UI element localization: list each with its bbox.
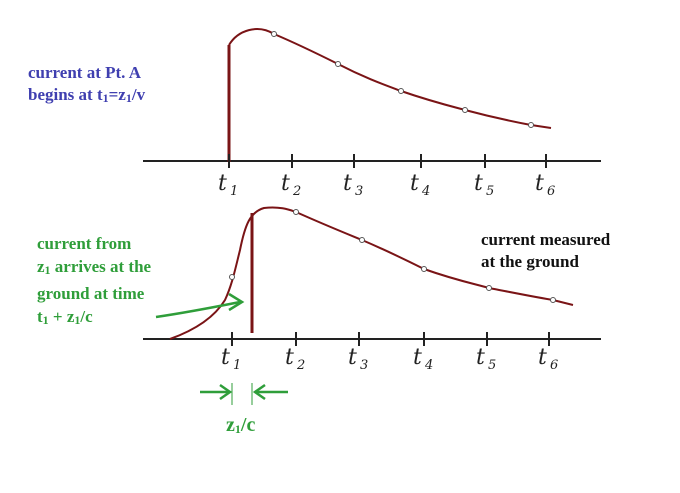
bottom-axis-tick-sub-2: 2 xyxy=(296,358,305,373)
top-axis-tick-sub-5: 5 xyxy=(486,184,494,199)
arrival-text-d: + z xyxy=(48,307,75,326)
top-curve-point-t6 xyxy=(528,122,534,128)
ground-label: current measured at the ground xyxy=(481,229,610,273)
delay-sub: 1 xyxy=(234,422,241,436)
ground-label-line2: at the ground xyxy=(481,252,579,271)
pointA-sub-1: 1 xyxy=(102,91,109,105)
bottom-axis-tick-sub-6: 6 xyxy=(550,358,558,373)
delay-text-b: /c xyxy=(240,414,256,436)
top-curve-point-t2 xyxy=(271,31,277,37)
bottom-axis-tick-label-3: t xyxy=(348,345,357,370)
top-axis-tick-label-5: t xyxy=(474,171,483,196)
bottom-axis-tick-sub-4: 4 xyxy=(424,358,433,373)
delay-left-arrow-head xyxy=(219,383,233,401)
arrival-label-line1: current from xyxy=(37,234,132,253)
top-current-curve xyxy=(228,28,552,129)
top-curve-point-t5 xyxy=(462,107,468,113)
arrival-text-b: arrives at the xyxy=(50,257,152,276)
pointA-text-c: /v xyxy=(131,85,146,104)
bottom-axis-tick-label-2: t xyxy=(285,345,294,370)
arrival-arrow-head xyxy=(228,292,245,312)
delay-text-a: z xyxy=(226,414,235,436)
bottom-curve-point-t2 xyxy=(293,209,299,215)
top-axis-tick-sub-1: 1 xyxy=(230,184,238,199)
bottom-axis-tick-sub-5: 5 xyxy=(488,358,496,373)
ground-label-line1: current measured xyxy=(481,230,611,249)
bottom-axis-tick-label-6: t xyxy=(538,345,547,370)
arrival-arrow-shaft xyxy=(155,300,241,319)
arrival-sub-b: 1 xyxy=(42,313,49,327)
bottom-axis-tick-sub-3: 3 xyxy=(360,358,368,373)
top-axis-tick-sub-2: 2 xyxy=(292,184,301,199)
top-axis-tick-label-1: t xyxy=(218,171,227,196)
pointA-label: current at Pt. A begins at t1=z1/v xyxy=(28,62,145,109)
top-axis-tick-label-2: t xyxy=(281,171,290,196)
bottom-axis-tick-label-1: t xyxy=(221,345,230,370)
top-curve-point-t4 xyxy=(398,88,404,94)
arrival-label: current from z1 arrives at the ground at… xyxy=(37,232,151,332)
top-axis-tick-label-3: t xyxy=(343,171,352,196)
arrival-label-line3: ground at time xyxy=(37,284,145,303)
delay-label: z1/c xyxy=(226,414,255,440)
bottom-axis-tick-label-5: t xyxy=(476,345,485,370)
pointA-label-line2: begins at t1=z1/v xyxy=(28,84,145,109)
arrival-text-e: /c xyxy=(80,307,93,326)
pointA-label-line1: current at Pt. A xyxy=(28,63,141,82)
delay-right-arrow-head xyxy=(252,383,266,401)
top-axis-tick-sub-3: 3 xyxy=(355,184,363,199)
bottom-curve-point-t4 xyxy=(421,266,427,272)
arrival-text-a: z xyxy=(37,257,45,276)
top-axis-tick-sub-4: 4 xyxy=(421,184,430,199)
top-axis-tick-label-4: t xyxy=(410,171,419,196)
bottom-curve-point-t6 xyxy=(550,297,556,303)
bottom-axis-tick-label-4: t xyxy=(413,345,422,370)
arrival-label-line2: z1 arrives at the xyxy=(37,255,151,282)
bottom-current-curve xyxy=(169,206,574,340)
bottom-curve-point-t3 xyxy=(359,237,365,243)
top-axis-tick-sub-6: 6 xyxy=(547,184,555,199)
arrival-sub-c: 1 xyxy=(74,313,81,327)
pointA-text-a: begins at t xyxy=(28,85,103,104)
pointA-text-b: =z xyxy=(108,85,126,104)
bottom-curve-point-t1 xyxy=(229,274,235,280)
arrival-sub-a: 1 xyxy=(44,263,51,277)
top-axis-tick-label-6: t xyxy=(535,171,544,196)
arrival-text-c: t xyxy=(37,307,43,326)
bottom-axis-tick-sub-1: 1 xyxy=(233,358,241,373)
top-curve-point-t3 xyxy=(335,61,341,67)
arrival-label-line4: t1 + z1/c xyxy=(37,305,151,332)
bottom-curve-point-t5 xyxy=(486,285,492,291)
pointA-sub-2: 1 xyxy=(125,91,132,105)
